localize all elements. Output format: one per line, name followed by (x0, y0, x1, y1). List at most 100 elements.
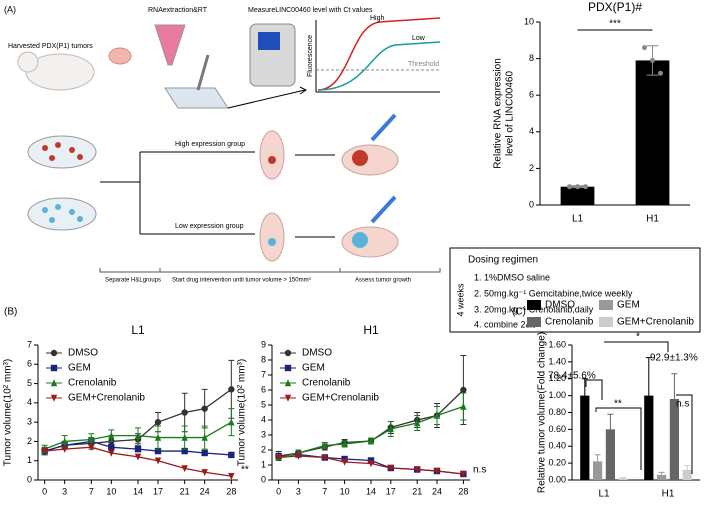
legend-label: DMSO (545, 300, 575, 311)
tumor (108, 47, 132, 65)
bar (644, 395, 654, 480)
marker (154, 457, 162, 465)
marker (134, 453, 142, 461)
y-tick-label: 0.80 (548, 407, 566, 417)
bar (580, 395, 590, 480)
arrow (227, 89, 306, 109)
legend-label: Crenolanib (302, 378, 351, 389)
legend-label: GEM (302, 363, 325, 374)
y-tick-label: 5 (261, 399, 266, 409)
marker (387, 464, 394, 472)
x-tick-label: H1 (662, 489, 675, 500)
marker (414, 466, 421, 474)
mouse (341, 226, 399, 258)
legend-label: DMSO (68, 348, 98, 359)
marker (88, 435, 95, 443)
bar (669, 399, 680, 480)
dosing-item: 4. combine 2&3 (474, 319, 537, 329)
error-bar (684, 465, 691, 475)
marker (154, 418, 162, 426)
marker (181, 433, 188, 441)
x-tick-label: 10 (106, 486, 116, 496)
legend-marker (284, 379, 292, 387)
bar (605, 429, 616, 480)
x-tick-label: 0 (42, 486, 47, 496)
y-tick-label: 0.00 (548, 474, 566, 484)
y-tick-label: 1.60 (548, 339, 566, 349)
annotation: n.s (473, 465, 486, 476)
y-tick-label: 4 (529, 126, 534, 136)
marker (154, 433, 162, 441)
curve (317, 17, 441, 91)
x-tick-label: 3 (62, 486, 67, 496)
marker (201, 469, 208, 476)
data-point (650, 57, 655, 63)
y-tick-label: 4 (27, 397, 32, 407)
x-tick-label: 3 (296, 486, 301, 496)
marker (181, 447, 188, 455)
legend-swatch (527, 300, 541, 310)
diagram-label: RNAextraction&RT (148, 7, 208, 14)
dosing-item: 1. 1%DMSO saline (474, 272, 550, 282)
dosing-item: 2. 50mg.kg⁻¹ Gemcitabine,twice weekly (474, 288, 633, 298)
marker (154, 447, 162, 455)
marker (134, 445, 142, 453)
y-tick-label: 0 (27, 474, 32, 484)
branch (100, 151, 255, 235)
mouse (341, 144, 399, 176)
error-bar (607, 413, 614, 446)
data-point (575, 184, 580, 190)
curve (317, 41, 441, 91)
dosing-duration: 4 weeks (455, 283, 465, 317)
diagram: (A) Harvested PDX(P1) tumors RNAextracti… (4, 4, 441, 284)
tumor (268, 238, 276, 246)
marker (61, 437, 68, 445)
y-tick-label: 1.40 (548, 356, 566, 366)
y-tick-label: 3 (261, 429, 266, 439)
marker (367, 437, 375, 445)
marker (201, 449, 208, 457)
marker (228, 418, 235, 426)
legend-marker (50, 364, 58, 372)
marker (201, 433, 208, 441)
x-tick-label: L1 (572, 214, 584, 225)
data-point (642, 45, 647, 51)
curve-label: High (370, 15, 385, 22)
legend-label: Crenolanib (68, 378, 117, 389)
y-tick-label: 3 (27, 417, 32, 427)
annotation: 92.9±1.3% (650, 353, 698, 364)
y-axis-label: Tumor volume(10² mm³) (3, 359, 14, 466)
panel-label: (B) (4, 307, 17, 318)
y-tick-label: 10 (524, 16, 534, 26)
y-tick-label: 2 (27, 436, 32, 446)
pipette (196, 54, 210, 91)
legend-swatch (527, 317, 541, 327)
x-tick-label: 28 (458, 486, 468, 496)
y-axis-label: Relative RNA expression (493, 58, 504, 169)
annotation: *** (609, 19, 621, 30)
marker (228, 386, 235, 393)
error-bar (581, 378, 588, 413)
graph-axis-label: Fluorescence (307, 35, 314, 77)
y-tick-label: 1.20 (548, 373, 566, 383)
marker (108, 449, 115, 457)
x-tick-label: 17 (386, 486, 396, 496)
dosing-box: Dosing regimen 4 weeks 1. 1%DMSO saline … (449, 247, 701, 333)
bar (682, 469, 692, 480)
x-tick-label: 24 (432, 486, 442, 496)
y-tick-label: 4 (261, 414, 266, 424)
x-tick-label: 28 (226, 486, 236, 496)
y-tick-label: 7 (27, 339, 32, 349)
x-tick-label: 21 (180, 486, 190, 496)
y-tick-label: 2 (529, 163, 534, 173)
marker (108, 444, 115, 451)
mouse (259, 130, 285, 180)
marker (460, 402, 467, 410)
dish (27, 197, 97, 231)
x-tick-label: 7 (89, 486, 94, 496)
machine-screen (258, 32, 280, 50)
annotation: ** (241, 465, 249, 476)
marker (433, 467, 441, 475)
syringe (370, 113, 397, 142)
marker (341, 458, 348, 466)
